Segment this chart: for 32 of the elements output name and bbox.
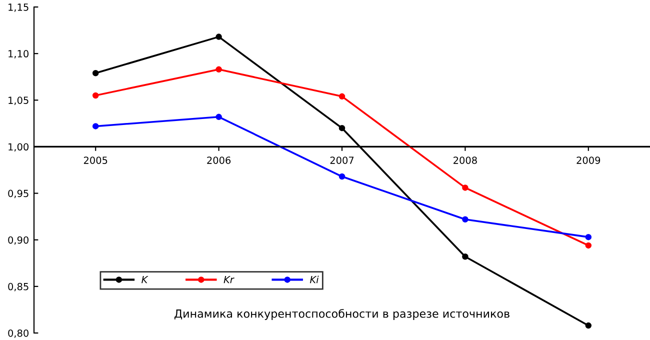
point (216, 66, 222, 73)
point (462, 216, 468, 222)
x-tick-label: 2009 (576, 156, 600, 164)
point (462, 184, 468, 191)
point (92, 70, 99, 76)
y-tick-label: 1,00 (8, 143, 28, 152)
legend-label: Kr (224, 276, 234, 284)
y-tick-label: 1,10 (8, 50, 28, 58)
y-tick-label: 0,85 (8, 282, 28, 292)
point (338, 124, 346, 132)
y-tick-label: 0,80 (8, 329, 28, 338)
y-tick-label: 0,90 (8, 236, 28, 245)
point (216, 114, 222, 120)
y-tick-label: 0,95 (8, 190, 28, 198)
point (585, 234, 592, 240)
legend-label: K (142, 276, 148, 284)
x-tick-label: 2005 (84, 156, 108, 164)
point (216, 34, 222, 40)
x-tick-label: 2006 (207, 156, 231, 164)
y-tick-label: 1,15 (8, 4, 28, 12)
point (585, 242, 592, 249)
point (585, 322, 592, 329)
text: Динамика конкурентоспособности в разрезе источников (174, 309, 510, 320)
x-tick-label: 2008 (454, 156, 477, 164)
point (338, 93, 346, 100)
legend-label: Ki (310, 276, 319, 284)
point (462, 253, 468, 260)
x-tick-label: 2007 (330, 156, 354, 164)
y-tick-label: 1,05 (8, 96, 28, 105)
point (92, 92, 99, 99)
point (338, 173, 346, 180)
point (92, 123, 99, 130)
